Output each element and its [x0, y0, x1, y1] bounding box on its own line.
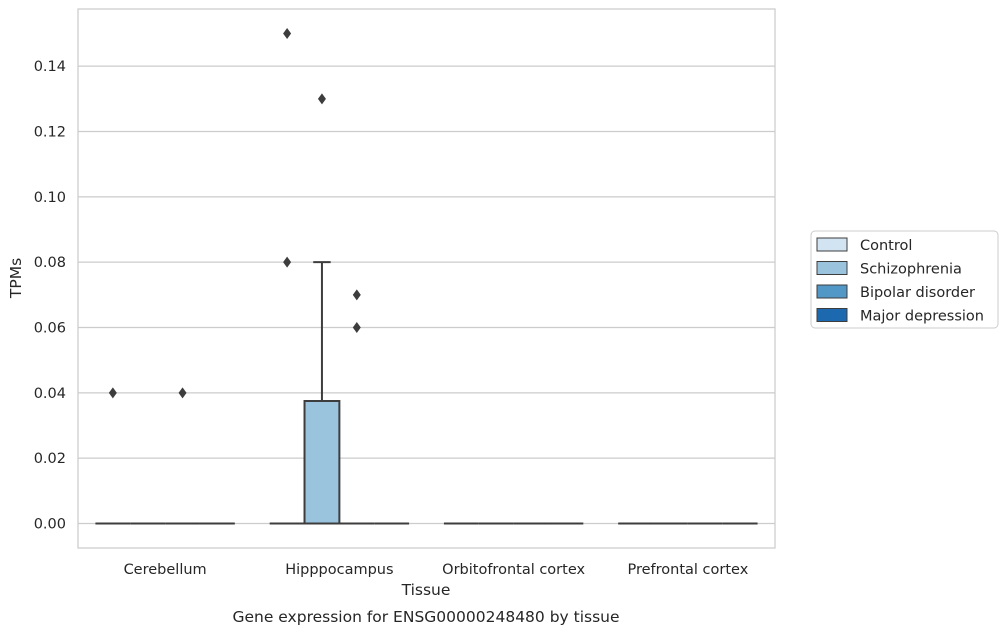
y-tick-label: 0.02 — [34, 451, 66, 467]
legend-swatch — [816, 308, 848, 322]
x-tick-label: Prefrontal cortex — [627, 562, 748, 578]
legend-swatch — [816, 284, 848, 299]
y-tick-label: 0.04 — [34, 386, 66, 402]
y-tick-label: 0.08 — [34, 255, 66, 271]
outlier-point — [283, 28, 292, 39]
legend-label: Major depression — [860, 309, 984, 325]
x-tick-label: Cerebellum — [124, 562, 207, 578]
legend-swatch — [816, 237, 848, 252]
outlier-point — [352, 289, 361, 301]
y-axis-ticks: 0.00 0.02 0.04 0.06 0.08 0.10 0.12 0.14 — [34, 59, 66, 532]
box-plot-marks — [95, 28, 758, 525]
box-control — [95, 387, 131, 525]
gridlines — [78, 65, 775, 525]
legend-frame — [810, 230, 999, 329]
box-control — [269, 28, 305, 525]
outlier-point — [352, 322, 361, 333]
outlier-point — [283, 256, 292, 268]
x-axis-label: Tissue — [401, 581, 451, 599]
legend-label: Control — [860, 238, 912, 254]
x-tick-label: Hipppocampus — [285, 562, 393, 578]
y-axis-label: TPMs — [7, 258, 25, 299]
y-tick-label: 0.12 — [34, 125, 66, 141]
box-bipolar-disorder — [339, 289, 375, 525]
box-bipolar-disorder — [165, 387, 200, 525]
box-schizophrenia — [303, 93, 341, 525]
legend-label: Bipolar disorder — [860, 285, 975, 301]
y-tick-label: 0.14 — [34, 59, 66, 75]
box-body — [303, 400, 341, 525]
outlier-point — [108, 387, 117, 399]
y-tick-label: 0.00 — [34, 517, 66, 533]
y-tick-label: 0.10 — [34, 190, 66, 206]
legend: Control Schizophrenia Bipolar disorder Majo… — [810, 230, 999, 329]
chart-caption: Gene expression for ENSG00000248480 by t… — [232, 608, 619, 626]
outlier-point — [178, 387, 187, 399]
outlier-point — [317, 93, 326, 105]
plot-area-frame — [77, 8, 776, 549]
x-tick-label: Orbitofrontal cortex — [442, 562, 585, 578]
y-tick-label: 0.06 — [34, 321, 66, 337]
x-axis-ticks: Cerebellum Hipppocampus Orbitofrontal cort… — [124, 562, 749, 578]
legend-swatch — [816, 261, 848, 275]
legend-label: Schizophrenia — [860, 262, 962, 278]
